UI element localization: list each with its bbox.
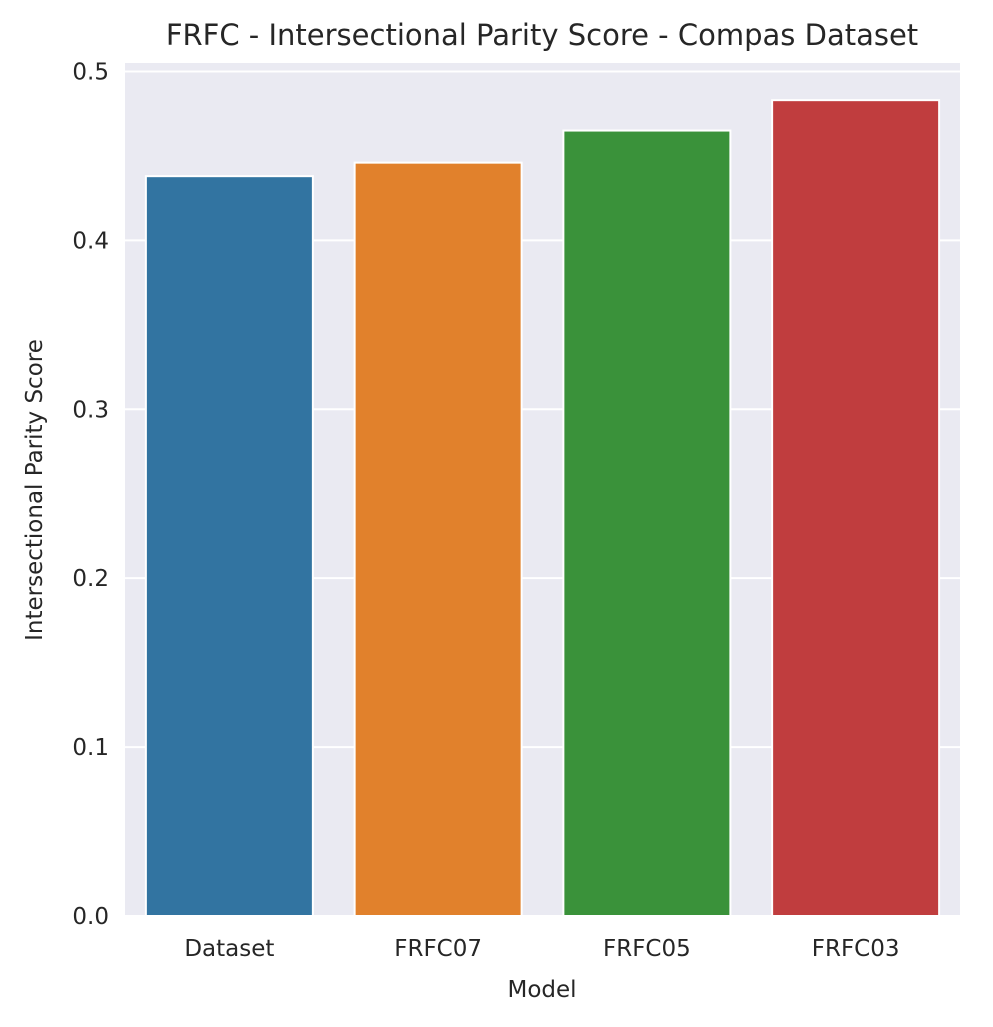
y-tick-label: 0.2 [72, 566, 109, 592]
y-tick-labels: 0.0 0.1 0.2 0.3 0.4 0.5 [72, 59, 109, 930]
y-tick-label: 0.3 [72, 397, 109, 423]
bar-dataset [144, 175, 314, 918]
y-axis-label: Intersectional Parity Score [22, 339, 48, 641]
bar-frfc03 [771, 99, 941, 917]
x-tick-label: FRFC07 [394, 936, 482, 962]
y-tick-label: 0.0 [72, 904, 109, 930]
bar-frfc07 [353, 161, 523, 918]
x-tick-label: FRFC05 [603, 936, 691, 962]
y-tick-label: 0.4 [72, 228, 109, 254]
x-tick-labels: Dataset FRFC07 FRFC05 FRFC03 [184, 936, 899, 962]
x-tick-label: Dataset [184, 936, 274, 962]
bars [144, 99, 941, 918]
y-tick-label: 0.5 [72, 59, 109, 85]
bar-frfc05 [562, 129, 732, 918]
x-axis-label: Model [507, 977, 576, 1003]
x-tick-label: FRFC03 [812, 936, 900, 962]
y-tick-label: 0.1 [72, 735, 109, 761]
chart-title: FRFC - Intersectional Parity Score - Com… [166, 18, 918, 52]
